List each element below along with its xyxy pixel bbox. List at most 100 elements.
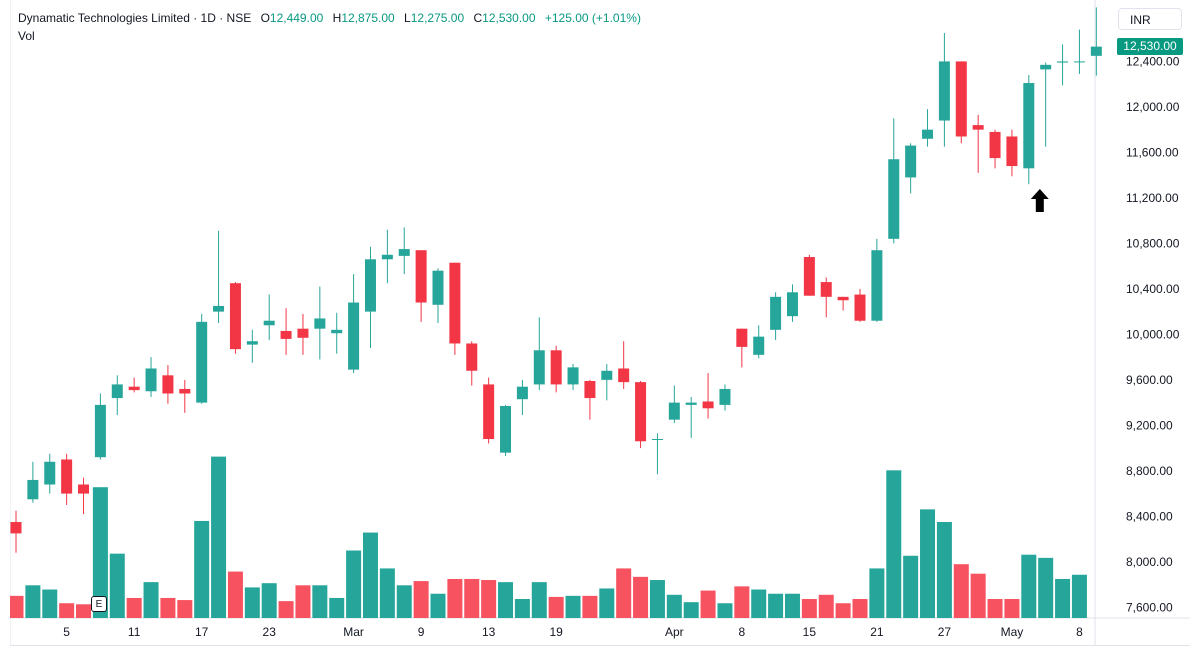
volume-bar [565, 595, 581, 618]
volume-bar [25, 585, 41, 618]
volume-bar [194, 520, 210, 618]
date-tick-label: 11 [128, 625, 141, 639]
price-tick-label: 12,000.00 [1126, 100, 1180, 114]
price-tick-label: 11,200.00 [1126, 191, 1179, 205]
change-value: +125.00 (+1.01%) [544, 11, 641, 25]
volume-bar [768, 593, 784, 618]
candle-body [955, 61, 967, 137]
volume-bar [379, 568, 395, 618]
candle-body [314, 318, 326, 329]
low-label: L [404, 11, 411, 25]
date-tick-label: 19 [549, 625, 563, 639]
candle-body [567, 367, 579, 385]
candle-body [162, 375, 174, 394]
volume-bar [396, 585, 412, 618]
price-tick-label: 8,000.00 [1126, 555, 1173, 569]
candle-body [702, 401, 714, 409]
date-tick-label: 27 [938, 625, 952, 639]
volume-bar [886, 470, 902, 618]
price-tick-label: 7,600.00 [1126, 600, 1173, 614]
volume-bar [261, 583, 277, 618]
candle-body [44, 461, 56, 485]
candle-body [196, 321, 208, 403]
volume-bar [481, 580, 497, 618]
date-tick-label: 5 [63, 625, 70, 639]
volume-bar [531, 582, 547, 618]
volume-bar [1004, 599, 1020, 618]
date-tick-label: 9 [418, 625, 425, 639]
candle-body [972, 125, 984, 130]
volume-bar [498, 582, 514, 618]
candle-body [145, 368, 157, 392]
volume-label[interactable]: Vol [18, 29, 35, 43]
candle-body [753, 336, 765, 355]
currency-button[interactable]: INR [1118, 8, 1182, 30]
volume-bar [835, 603, 851, 618]
price-tick-label: 11,600.00 [1126, 145, 1179, 159]
chart-frame[interactable]: 12,800.0012,400.0012,000.0011,600.0011,2… [10, 0, 1190, 646]
price-tick-label: 8,400.00 [1126, 509, 1173, 523]
volume-bar [852, 599, 868, 618]
candle-body [229, 283, 241, 350]
price-chart[interactable]: 12,800.0012,400.0012,000.0011,600.0011,2… [10, 0, 1190, 646]
price-tick-label: 10,400.00 [1126, 282, 1180, 296]
volume-bar [633, 576, 649, 618]
date-tick-label: Apr [665, 625, 684, 639]
close-value: 12,530.00 [482, 11, 536, 25]
volume-bar [514, 599, 530, 618]
candle-body [871, 250, 883, 321]
candle-body [516, 386, 528, 400]
volume-bar [464, 578, 480, 618]
volume-bar [920, 509, 936, 618]
volume-bar [126, 597, 142, 618]
candle-body [736, 328, 748, 347]
date-tick-label: 23 [263, 625, 277, 639]
candle-body [685, 402, 697, 405]
candle-body [449, 262, 461, 344]
volume-bar [447, 578, 463, 618]
volume-bar [295, 585, 311, 618]
candle-body [415, 250, 427, 303]
date-tick-label: May [1001, 625, 1024, 639]
open-label: O [260, 11, 270, 25]
candle-body [1040, 64, 1052, 70]
volume-bar [649, 580, 665, 618]
candle-body [820, 282, 832, 297]
volume-bar [683, 602, 699, 618]
candle-body [483, 384, 495, 440]
candle-body [466, 343, 478, 371]
volume-bar [346, 550, 362, 618]
volume-bar [10, 595, 24, 618]
price-tick-label: 9,200.00 [1126, 418, 1173, 432]
volume-bar [1021, 554, 1037, 618]
candle-body [94, 404, 106, 458]
date-tick-label: 15 [803, 625, 817, 639]
candle-body [111, 384, 123, 399]
volume-bar [869, 568, 885, 618]
candle-body [381, 254, 393, 260]
volume-bar [936, 522, 952, 618]
candle-body [922, 129, 934, 139]
earnings-marker[interactable]: E [91, 596, 107, 612]
volume-bar [903, 555, 919, 618]
date-tick-label: 17 [195, 625, 209, 639]
volume-bar [987, 599, 1003, 618]
volume-bar [666, 594, 682, 618]
date-tick-label: 8 [738, 625, 745, 639]
close-label: C [473, 11, 483, 25]
volume-bar [362, 532, 378, 618]
price-tick-label: 8,800.00 [1126, 464, 1173, 478]
volume-bar [329, 597, 345, 618]
volume-bar [784, 593, 800, 618]
candle-body [905, 145, 917, 178]
volume-bar [953, 564, 969, 618]
candle-body [770, 296, 782, 330]
candle-body [263, 320, 275, 326]
volume-bar [244, 587, 260, 618]
candle-body [297, 328, 309, 338]
symbol-name[interactable]: Dynamatic Technologies Limited · 1D · NS… [18, 11, 252, 25]
volume-bar [616, 568, 632, 618]
volume-bar [278, 601, 294, 618]
candle-body [786, 292, 798, 317]
volume-bar [734, 586, 750, 618]
